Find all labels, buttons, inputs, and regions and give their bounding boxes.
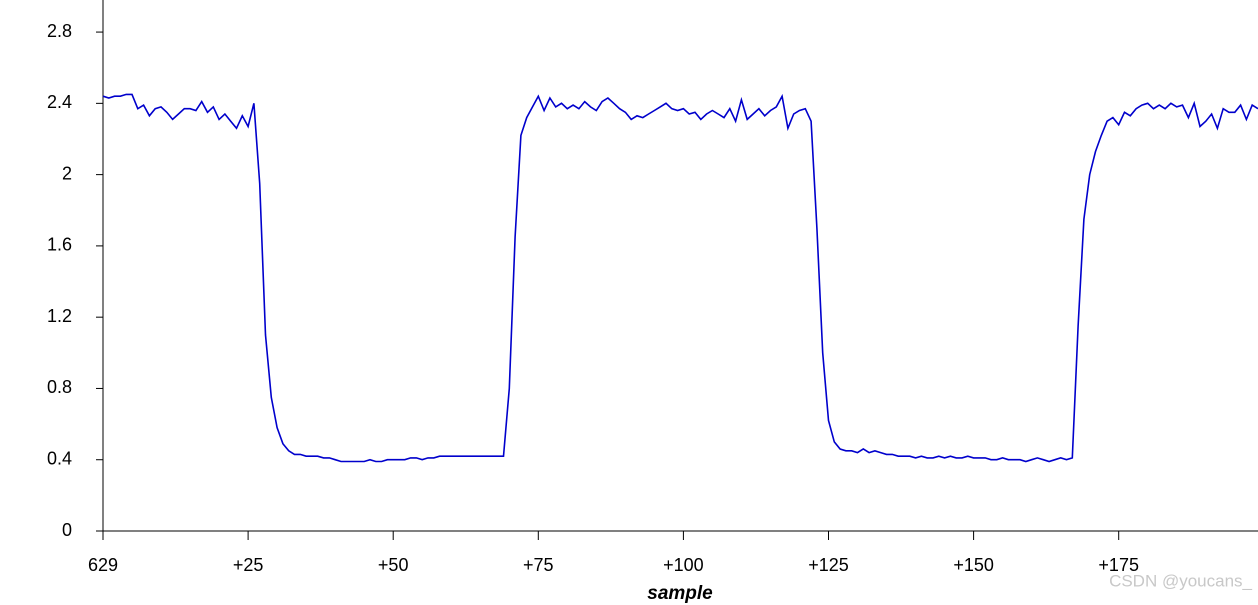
watermark: CSDN @youcans_ bbox=[1109, 571, 1252, 590]
x-tick-label: +100 bbox=[663, 555, 704, 575]
x-axis-label: sample bbox=[647, 583, 713, 604]
y-tick-label: 2.8 bbox=[47, 21, 72, 41]
x-tick-label: +25 bbox=[233, 555, 264, 575]
x-tick-label: +125 bbox=[808, 555, 849, 575]
x-tick-label: 629 bbox=[88, 555, 118, 575]
data-line bbox=[102, 93, 1258, 463]
x-tick-label: +75 bbox=[523, 555, 554, 575]
y-tick-label: 1.6 bbox=[47, 235, 72, 255]
y-tick-label: 2 bbox=[62, 163, 72, 183]
y-tick-label: 2.4 bbox=[47, 92, 72, 112]
y-tick-label: 0.4 bbox=[47, 448, 72, 468]
x-tick-label: +150 bbox=[953, 555, 994, 575]
x-tick-label: +175 bbox=[1098, 555, 1139, 575]
y-tick-label: 1.2 bbox=[47, 306, 72, 326]
x-tick-label: +50 bbox=[378, 555, 409, 575]
y-tick-label: 0 bbox=[62, 520, 72, 540]
y-tick-label: 0.8 bbox=[47, 377, 72, 397]
